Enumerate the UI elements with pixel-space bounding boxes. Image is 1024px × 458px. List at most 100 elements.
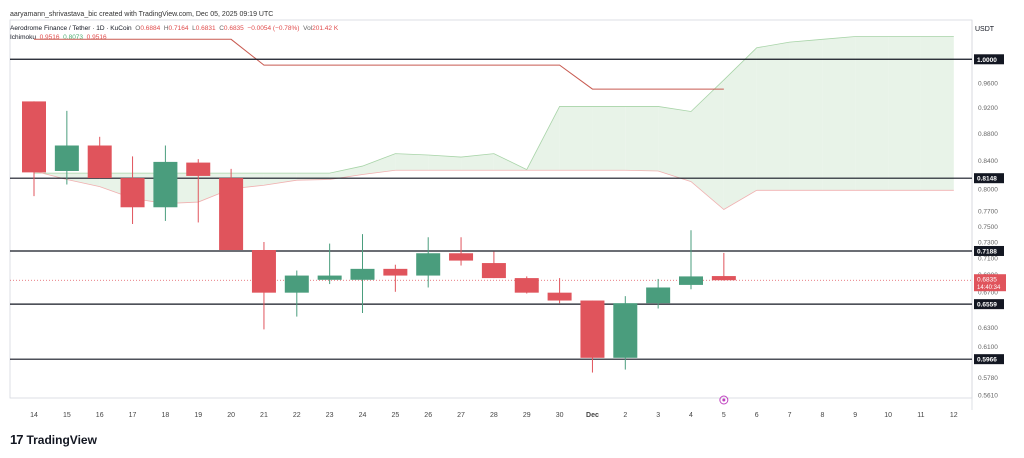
candle-body	[449, 253, 473, 260]
candle-30	[548, 278, 572, 303]
x-tick-label: 12	[950, 412, 958, 419]
candle-25	[383, 265, 407, 292]
candle-body	[252, 250, 276, 293]
x-tick-label: 16	[96, 412, 104, 419]
y-tick-label: 0.5780	[978, 375, 998, 382]
candle-body	[679, 276, 703, 285]
x-tick-label: 14	[30, 412, 38, 419]
x-tick-label: 22	[293, 412, 301, 419]
x-tick-label: 7	[788, 412, 792, 419]
y-tick-label: 0.9200	[978, 105, 998, 112]
x-tick-label: 10	[884, 412, 892, 419]
candle-18	[153, 146, 177, 221]
candle-Dec	[580, 301, 604, 373]
candle-body	[482, 263, 506, 278]
ichimoku-cloud-segment	[790, 39, 823, 190]
candle-29	[515, 276, 539, 293]
x-tick-label: 3	[656, 412, 660, 419]
candle-body	[515, 278, 539, 293]
y-tick-label: 0.8800	[978, 131, 998, 138]
ichimoku-cloud-segment	[691, 80, 724, 210]
y-tick-label: 0.5610	[978, 392, 998, 399]
candle-28	[482, 252, 506, 278]
tradingview-logo: 17 TradingView	[10, 432, 97, 447]
x-tick-label: 20	[227, 412, 235, 419]
ichimoku-cloud-segment	[592, 106, 625, 170]
x-tick-label: 6	[755, 412, 759, 419]
candle-body	[121, 178, 145, 207]
y-tick-label: 0.7700	[978, 209, 998, 216]
candle-body	[416, 253, 440, 275]
last-price-value: 0.6835	[977, 277, 997, 284]
y-tick-label: 0.7300	[978, 240, 998, 247]
x-tick-label: 29	[523, 412, 531, 419]
y-tick-label: 0.9600	[978, 80, 998, 87]
ichimoku-cloud-segment	[560, 106, 593, 170]
candle-24	[351, 234, 375, 313]
candle-body	[351, 269, 375, 280]
candle-22	[285, 271, 309, 317]
candle-14	[22, 101, 46, 196]
candle-body	[712, 276, 736, 280]
event-marker-dot	[722, 399, 725, 402]
candle-5	[712, 253, 736, 281]
candle-body	[646, 287, 670, 303]
level-tag-label: 1.0000	[977, 57, 997, 64]
ichimoku-cloud-segment	[724, 48, 757, 210]
ichimoku-cloud-segment	[757, 42, 790, 190]
level-tag-label: 0.6559	[977, 302, 997, 309]
x-tick-label: 11	[917, 412, 924, 419]
candle-23	[318, 244, 342, 284]
x-tick-label: Dec	[586, 412, 599, 419]
candle-body	[580, 301, 604, 358]
x-tick-label: 18	[162, 412, 170, 419]
ichimoku-cloud-segment	[461, 154, 494, 171]
last-price-countdown: 14:40:34	[977, 285, 1001, 291]
candle-body	[613, 303, 637, 358]
x-tick-label: 5	[722, 412, 726, 419]
x-tick-label: 19	[194, 412, 202, 419]
level-tag-label: 0.8148	[977, 176, 997, 183]
tradingview-logo-icon: 17	[10, 432, 22, 447]
candle-2	[613, 296, 637, 369]
x-tick-label: 17	[129, 412, 137, 419]
x-tick-label: 25	[391, 412, 399, 419]
candle-4	[679, 230, 703, 289]
y-tick-label: 0.7100	[978, 256, 998, 263]
candle-21	[252, 242, 276, 329]
x-tick-label: 26	[424, 412, 432, 419]
y-tick-label: 0.8000	[978, 186, 998, 193]
tradingview-logo-text: TradingView	[26, 433, 96, 447]
candle-body	[285, 276, 309, 293]
candle-body	[55, 146, 79, 171]
y-tick-label: 0.6100	[978, 344, 998, 351]
x-tick-label: 2	[623, 412, 627, 419]
y-tick-label: 0.8400	[978, 158, 998, 165]
candle-body	[383, 269, 407, 276]
x-tick-label: 27	[457, 412, 465, 419]
candle-body	[186, 163, 210, 176]
candle-20	[219, 169, 243, 250]
candle-body	[219, 178, 243, 250]
candle-17	[121, 156, 145, 224]
kijun-line	[34, 39, 724, 89]
x-tick-label: 15	[63, 412, 71, 419]
x-tick-label: 23	[326, 412, 334, 419]
ichimoku-cloud-segment	[428, 155, 461, 170]
y-tick-label: 0.7500	[978, 224, 998, 231]
ichimoku-cloud-segment	[297, 173, 330, 180]
candle-body	[318, 276, 342, 280]
level-tag-label: 0.5966	[977, 357, 997, 364]
x-tick-label: 21	[260, 412, 268, 419]
candle-body	[88, 146, 112, 179]
x-tick-label: 28	[490, 412, 498, 419]
ichimoku-cloud-segment	[625, 106, 658, 171]
x-tick-label: 24	[359, 412, 367, 419]
candle-16	[88, 137, 112, 178]
x-tick-label: 4	[689, 412, 693, 419]
y-tick-label: 0.6300	[978, 325, 998, 332]
x-tick-label: 9	[853, 412, 857, 419]
ichimoku-cloud-segment	[330, 166, 363, 179]
x-tick-label: 8	[820, 412, 824, 419]
